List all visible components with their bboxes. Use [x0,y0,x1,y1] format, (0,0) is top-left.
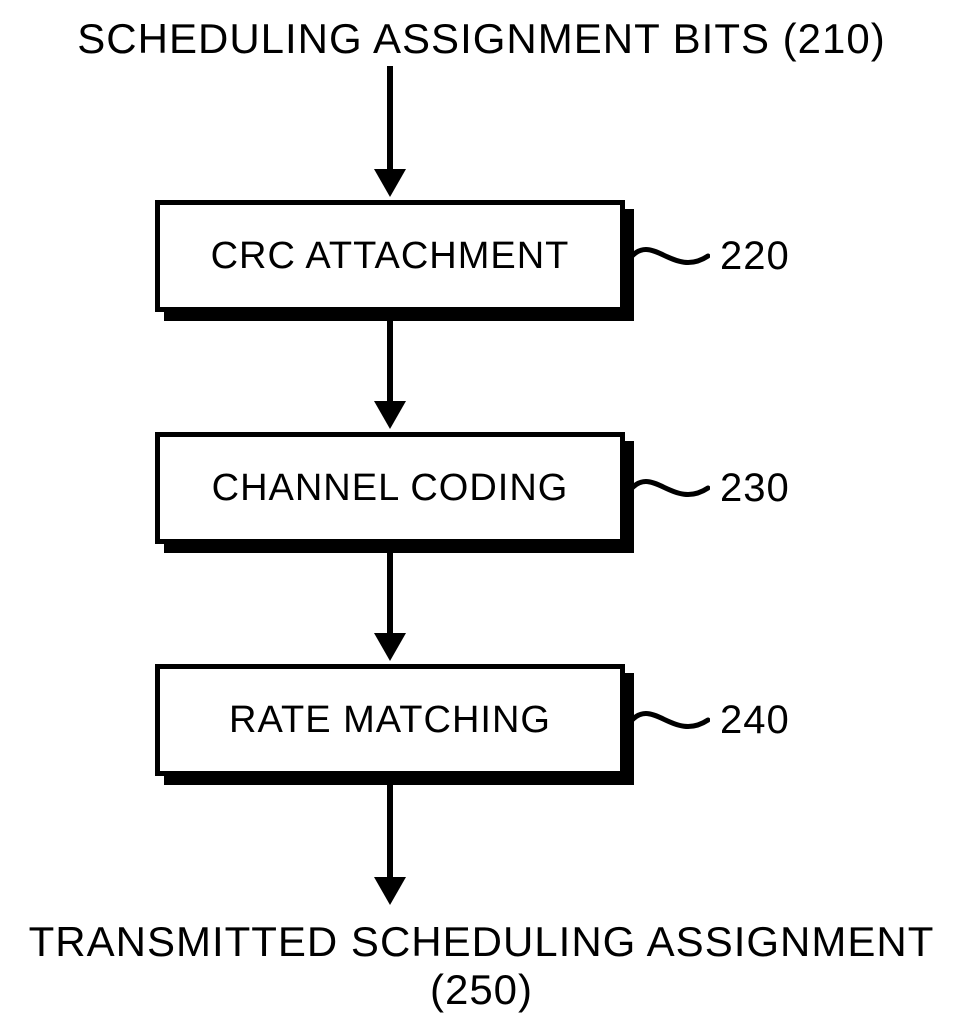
block-face: RATE MATCHING [155,664,625,776]
ref-label-240: 240 [720,698,790,743]
arrow-line [387,550,393,633]
arrow-line [387,782,393,877]
flowchart-canvas: SCHEDULING ASSIGNMENT BITS (210) TRANSMI… [0,0,963,979]
ref-label-220: 220 [720,234,790,279]
title-top: SCHEDULING ASSIGNMENT BITS (210) [0,15,963,63]
block-crc: CRC ATTACHMENT [155,200,634,321]
block-rate: RATE MATCHING [155,664,634,785]
block-face: CHANNEL CODING [155,432,625,544]
title-bottom: TRANSMITTED SCHEDULING ASSIGNMENT (250) [0,918,963,1014]
ref-label-230: 230 [720,466,790,511]
ref-connector [630,463,710,513]
arrow-head-icon [374,401,406,429]
arrow-head-icon [374,633,406,661]
block-chan: CHANNEL CODING [155,432,634,553]
arrow-head-icon [374,877,406,905]
block-face: CRC ATTACHMENT [155,200,625,312]
arrow-line [387,66,393,169]
ref-connector [630,695,710,745]
arrow-line [387,318,393,401]
ref-connector [630,231,710,281]
arrow-head-icon [374,169,406,197]
